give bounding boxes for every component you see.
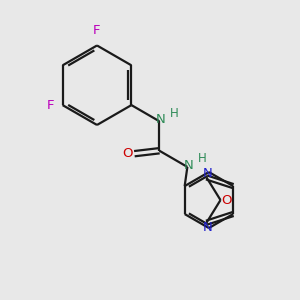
- Text: N: N: [203, 167, 213, 180]
- Text: H: H: [198, 152, 207, 165]
- Text: N: N: [203, 220, 213, 234]
- Text: N: N: [184, 159, 194, 172]
- Text: H: H: [170, 106, 179, 119]
- Text: O: O: [123, 147, 133, 160]
- Text: N: N: [156, 113, 166, 126]
- Text: F: F: [93, 24, 101, 37]
- Text: F: F: [47, 99, 54, 112]
- Text: O: O: [222, 194, 232, 207]
